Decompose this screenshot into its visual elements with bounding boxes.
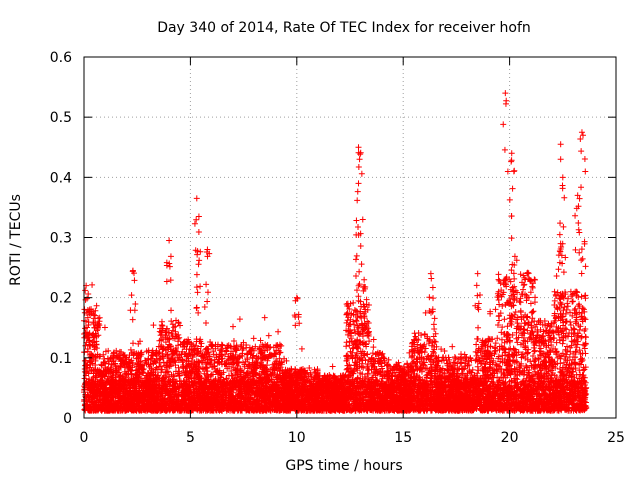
- data-point: [512, 308, 519, 315]
- data-point: [350, 299, 357, 306]
- data-point: [531, 368, 538, 375]
- data-point: [567, 309, 574, 316]
- data-point: [408, 353, 415, 360]
- data-point: [127, 346, 134, 353]
- data-point: [527, 289, 534, 296]
- data-point: [568, 293, 575, 300]
- data-point: [329, 363, 336, 370]
- data-point: [499, 324, 506, 331]
- data-point: [576, 326, 583, 333]
- data-point: [582, 334, 589, 341]
- data-point: [492, 340, 499, 347]
- data-point: [252, 343, 259, 350]
- data-point: [130, 340, 137, 347]
- data-point: [351, 326, 358, 333]
- data-point: [525, 319, 532, 326]
- data-point: [344, 317, 351, 324]
- data-point: [241, 363, 248, 370]
- data-point: [230, 338, 237, 345]
- data-point: [449, 343, 456, 350]
- data-point: [514, 339, 521, 346]
- data-point: [567, 322, 574, 329]
- data-point: [504, 323, 511, 330]
- data-point: [261, 314, 268, 321]
- data-point: [365, 302, 372, 309]
- data-point: [406, 349, 413, 356]
- data-point: [531, 347, 538, 354]
- data-point: [369, 350, 376, 357]
- data-points: [81, 90, 590, 414]
- data-point: [551, 335, 558, 342]
- data-point: [352, 317, 359, 324]
- data-point: [578, 293, 585, 300]
- data-point: [559, 340, 566, 347]
- data-point: [570, 298, 577, 305]
- data-point: [224, 365, 231, 372]
- data-point: [474, 336, 481, 343]
- data-point: [257, 337, 264, 344]
- data-point: [501, 371, 508, 378]
